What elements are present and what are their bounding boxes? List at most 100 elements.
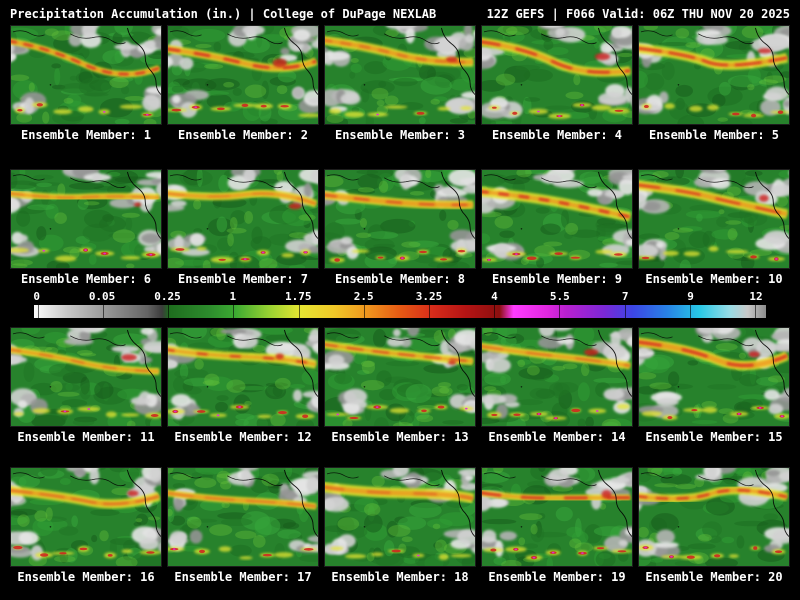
precip-map <box>481 467 633 567</box>
precip-map <box>167 327 319 427</box>
ensemble-member-label: Ensemble Member: 13 <box>331 430 469 444</box>
ensemble-panel: Ensemble Member: 13 <box>324 327 476 445</box>
ensemble-member-label: Ensemble Member: 7 <box>177 272 309 286</box>
ensemble-panel: Ensemble Member: 16 <box>10 467 162 585</box>
ensemble-member-label: Ensemble Member: 18 <box>331 570 469 584</box>
precip-map <box>10 25 162 125</box>
colorbar-tick-label: 0.05 <box>88 290 116 303</box>
map-graphic <box>168 328 318 426</box>
map-graphic <box>11 26 161 124</box>
panel-grid: Ensemble Member: 1 Ensemble Member: 2 Ense… <box>0 25 800 585</box>
map-graphic <box>325 170 475 268</box>
map-graphic <box>11 328 161 426</box>
colorbar-tick-label: 0 <box>33 290 40 303</box>
ensemble-member-label: Ensemble Member: 1 <box>20 128 152 142</box>
ensemble-member-label: Ensemble Member: 17 <box>174 570 312 584</box>
colorbar-tick <box>37 305 39 318</box>
map-graphic <box>639 328 789 426</box>
precip-map <box>481 327 633 427</box>
ensemble-member-label: Ensemble Member: 8 <box>334 272 466 286</box>
ensemble-member-label: Ensemble Member: 5 <box>648 128 780 142</box>
colorbar-tick-label: 9 <box>687 290 694 303</box>
header-title: Precipitation Accumulation (in.) | Colle… <box>10 7 437 21</box>
colorbar-tick <box>755 305 757 318</box>
precip-map <box>638 327 790 427</box>
map-graphic <box>639 26 789 124</box>
ensemble-panel: Ensemble Member: 1 <box>10 25 162 143</box>
precip-map <box>10 169 162 269</box>
ensemble-member-label: Ensemble Member: 3 <box>334 128 466 142</box>
precip-map <box>638 25 790 125</box>
precip-map <box>638 169 790 269</box>
colorbar-tick <box>298 305 300 318</box>
ensemble-panel: Ensemble Member: 17 <box>167 467 319 585</box>
ensemble-panel: Ensemble Member: 8 <box>324 169 476 287</box>
colorbar-tick-label: 1 <box>229 290 237 303</box>
map-graphic <box>639 170 789 268</box>
map-graphic <box>482 468 632 566</box>
ensemble-panel: Ensemble Member: 9 <box>481 169 633 287</box>
colorbar-tick-label: 12 <box>749 290 763 303</box>
map-graphic <box>168 468 318 566</box>
ensemble-panel: Ensemble Member: 20 <box>638 467 790 585</box>
colorbar-tick-label: 1.75 <box>285 290 312 303</box>
colorbar-tick-label: 4 <box>491 290 498 303</box>
colorbar-tick <box>624 305 626 318</box>
map-graphic <box>639 468 789 566</box>
precip-map <box>167 467 319 567</box>
map-graphic <box>482 328 632 426</box>
ensemble-row-4: Ensemble Member: 16 Ensemble Member: 17 En… <box>7 467 793 585</box>
ensemble-member-label: Ensemble Member: 15 <box>645 430 783 444</box>
ensemble-member-label: Ensemble Member: 4 <box>491 128 623 142</box>
map-graphic <box>482 26 632 124</box>
colorbar-tick <box>102 305 104 318</box>
ensemble-member-label: Ensemble Member: 12 <box>174 430 312 444</box>
ensemble-panel: Ensemble Member: 3 <box>324 25 476 143</box>
precip-map <box>324 169 476 269</box>
precip-map <box>481 25 633 125</box>
precip-map <box>324 25 476 125</box>
ensemble-row-1: Ensemble Member: 1 Ensemble Member: 2 Ense… <box>7 25 793 143</box>
ensemble-panel: Ensemble Member: 19 <box>481 467 633 585</box>
ensemble-panel: Ensemble Member: 4 <box>481 25 633 143</box>
precip-map <box>10 467 162 567</box>
colorbar-tick <box>168 305 170 318</box>
colorbar-tick-label: 7 <box>621 290 629 303</box>
ensemble-panel: Ensemble Member: 5 <box>638 25 790 143</box>
ensemble-panel: Ensemble Member: 6 <box>10 169 162 287</box>
precip-map <box>324 467 476 567</box>
precip-map <box>167 25 319 125</box>
precip-map <box>167 169 319 269</box>
ensemble-member-label: Ensemble Member: 11 <box>17 430 155 444</box>
ensemble-panel: Ensemble Member: 11 <box>10 327 162 445</box>
ensemble-row-2: Ensemble Member: 6 Ensemble Member: 7 Ense… <box>7 169 793 287</box>
ensemble-panel: Ensemble Member: 18 <box>324 467 476 585</box>
colorbar-labels: 0 0.05 0.25 1 1.75 2.5 3.25 4 5.5 7 9 12 <box>33 290 767 303</box>
colorbar-tick <box>689 305 691 318</box>
page: Precipitation Accumulation (in.) | Colle… <box>0 0 800 585</box>
map-graphic <box>168 170 318 268</box>
colorbar-gradient <box>33 304 767 319</box>
ensemble-member-label: Ensemble Member: 10 <box>645 272 783 286</box>
colorbar-tick <box>559 305 561 318</box>
colorbar-tick <box>233 305 235 318</box>
colorbar-tick-label: 2.5 <box>353 290 374 303</box>
header-valid-time: 12Z GEFS | F066 Valid: 06Z THU NOV 20 20… <box>486 7 790 21</box>
map-graphic <box>325 328 475 426</box>
ensemble-member-label: Ensemble Member: 19 <box>488 570 626 584</box>
precip-map <box>481 169 633 269</box>
ensemble-row-3: Ensemble Member: 11 Ensemble Member: 12 En… <box>7 327 793 445</box>
map-graphic <box>11 468 161 566</box>
ensemble-member-label: Ensemble Member: 2 <box>177 128 309 142</box>
header: Precipitation Accumulation (in.) | Colle… <box>0 0 800 25</box>
ensemble-panel: Ensemble Member: 12 <box>167 327 319 445</box>
colorbar-tick <box>494 305 496 318</box>
colorbar-tick-label: 5.5 <box>549 290 570 303</box>
map-graphic <box>482 170 632 268</box>
map-graphic <box>325 26 475 124</box>
ensemble-member-label: Ensemble Member: 20 <box>645 570 783 584</box>
map-graphic <box>325 468 475 566</box>
ensemble-panel: Ensemble Member: 14 <box>481 327 633 445</box>
map-graphic <box>11 170 161 268</box>
map-graphic <box>168 26 318 124</box>
